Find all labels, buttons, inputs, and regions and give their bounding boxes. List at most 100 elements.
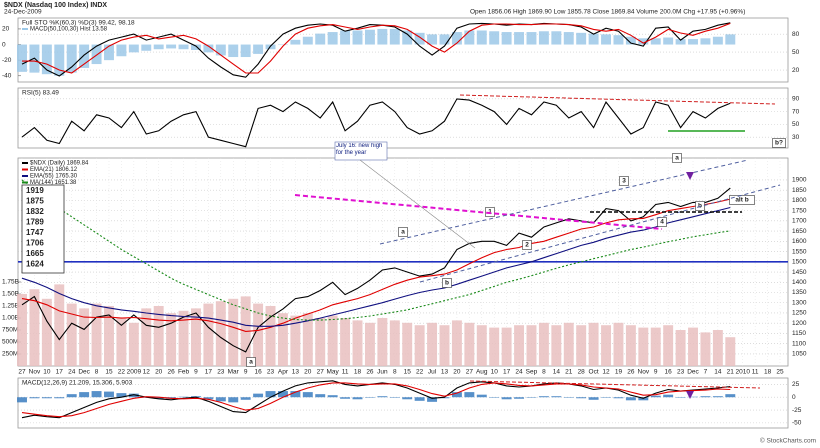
y-tick-label: 1800 <box>792 197 807 204</box>
x-tick-label: Mar <box>228 369 240 376</box>
bar <box>402 322 413 366</box>
annotation: a <box>401 229 405 236</box>
x-tick-label: 16 <box>254 369 262 376</box>
bar <box>66 303 77 366</box>
annotation-wrap: July 16: new high for the year <box>336 143 382 156</box>
bar <box>377 317 388 366</box>
bar <box>514 397 525 399</box>
callout-line <box>359 159 476 249</box>
y-tick-label: 90 <box>792 96 800 103</box>
bar <box>29 397 40 399</box>
x-tick-label: 26 <box>167 369 175 376</box>
level-box <box>21 184 65 274</box>
rsi-trendline <box>459 94 776 105</box>
bar <box>601 34 612 45</box>
x-tick-label: 14 <box>714 369 722 376</box>
bar <box>340 317 351 366</box>
arrow <box>686 172 694 180</box>
x-tick-label: 2010 <box>735 369 750 376</box>
bar <box>489 31 500 45</box>
bar <box>576 397 587 399</box>
x-tick-label: 21 <box>727 369 735 376</box>
bar <box>501 397 512 400</box>
bar <box>41 44 52 75</box>
x-tick-label: 17 <box>503 369 511 376</box>
y-tick-label: 1350 <box>792 289 807 296</box>
bar <box>79 308 90 366</box>
x-tick-label: 12 <box>143 369 151 376</box>
y2-tick-label: 750M <box>2 327 18 334</box>
bar <box>650 395 661 398</box>
bar <box>663 37 674 45</box>
bar <box>576 32 587 45</box>
annotation-box <box>729 195 755 205</box>
bar <box>54 397 65 399</box>
bar <box>340 30 351 45</box>
bar <box>190 44 201 50</box>
y2-tick-label: 0 <box>2 41 6 48</box>
annotation-box <box>334 141 388 161</box>
bar <box>725 34 736 45</box>
y-tick-label: 1500 <box>792 259 807 266</box>
bar <box>700 396 711 398</box>
level-label: 1919 <box>26 186 44 195</box>
x-tick-label: Oct <box>589 369 599 376</box>
bar <box>688 39 698 45</box>
bar <box>377 28 388 45</box>
bar <box>489 327 500 366</box>
y-tick-label: 1700 <box>792 218 807 225</box>
annotation: b <box>445 280 449 287</box>
y2-tick-label: 1.00B <box>2 315 19 322</box>
x-tick-label: 10 <box>491 369 499 376</box>
y-tick-label: 1550 <box>792 248 807 255</box>
trendline <box>294 194 663 230</box>
x-tick-label: 13 <box>441 369 449 376</box>
y-tick-label: 20 <box>792 67 800 74</box>
bar <box>427 34 438 45</box>
bar <box>91 391 102 398</box>
y2-tick-label: 1.50B <box>2 291 19 298</box>
bar <box>538 31 549 45</box>
bar <box>514 325 525 366</box>
bar <box>563 397 574 398</box>
level-label: 1832 <box>26 207 44 216</box>
panel-frame <box>17 87 789 149</box>
series-line <box>21 206 731 327</box>
x-tick-label: 20 <box>304 369 312 376</box>
bar <box>66 394 77 398</box>
x-tick-label: 13 <box>292 369 300 376</box>
x-tick-label: 11 <box>342 369 349 376</box>
bar <box>588 397 599 400</box>
bar <box>489 397 500 398</box>
bar <box>327 32 338 45</box>
bar <box>501 32 512 45</box>
level-label: 1624 <box>26 260 44 269</box>
y-tick-label: 1650 <box>792 228 807 235</box>
quote: Open 1856.06 High 1869.90 Low 1855.78 Cl… <box>470 9 745 16</box>
bar <box>712 396 723 398</box>
bar <box>439 325 450 366</box>
bar <box>675 39 686 45</box>
bar <box>588 322 599 366</box>
bar <box>389 320 400 366</box>
series-line <box>21 22 731 78</box>
bar <box>427 397 438 402</box>
bar <box>414 397 425 401</box>
y-tick-label: 1200 <box>792 320 807 327</box>
x-tick-label: 15 <box>404 369 412 376</box>
x-tick-label: Dec <box>78 369 90 376</box>
y-tick-label: 1250 <box>792 310 807 317</box>
y-tick-label: 1300 <box>792 299 807 306</box>
chart-title: $NDX (Nasdaq 100 Index) INDX <box>4 2 107 9</box>
bar <box>228 298 239 366</box>
bar <box>613 322 624 366</box>
bar <box>315 394 326 398</box>
x-tick-label: 9 <box>654 369 658 376</box>
bar <box>91 44 102 65</box>
date: 24-Dec-2009 <box>4 9 42 16</box>
annotation-box <box>522 240 532 250</box>
bar <box>203 397 214 400</box>
bar <box>290 315 301 366</box>
x-tick-label: 9 <box>244 369 248 376</box>
x-tick-label: 28 <box>578 369 586 376</box>
